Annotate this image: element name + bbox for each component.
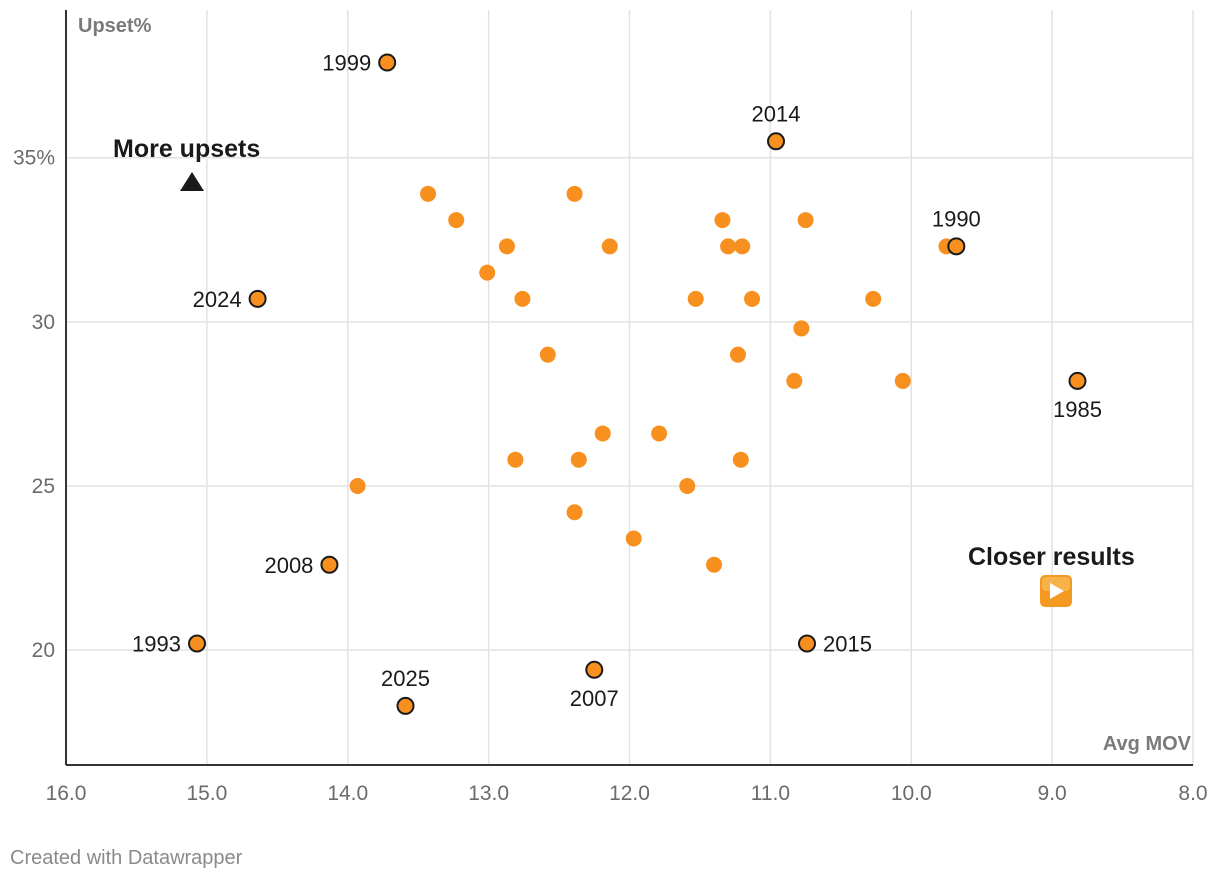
annotation-more-upsets: More upsets: [113, 135, 260, 191]
axes: [65, 10, 1193, 766]
data-point: [865, 290, 882, 307]
point-label: 2025: [381, 666, 430, 691]
up-triangle-icon: [180, 172, 204, 191]
data-point: [594, 425, 611, 442]
data-point: [566, 185, 583, 202]
highlighted-point: [798, 634, 817, 653]
highlighted-point: [1068, 371, 1087, 390]
data-point: [679, 477, 696, 494]
x-tick-label: 9.0: [1038, 782, 1067, 805]
data-point: [687, 290, 704, 307]
highlighted-point: [947, 237, 966, 256]
data-point: [797, 212, 814, 229]
x-tick-label: 12.0: [609, 782, 650, 805]
point-label: 2015: [823, 632, 872, 657]
annotation-closer-results-text: Closer results: [968, 543, 1135, 571]
point-label: 2014: [752, 101, 801, 126]
y-tick-label: 25: [32, 475, 55, 498]
data-point: [786, 372, 803, 389]
x-tick-labels: 16.0 15.0 14.0 13.0 12.0 11.0 10.0 9.0 8.0: [46, 782, 1208, 805]
data-point: [601, 238, 618, 255]
highlighted-point: [396, 696, 415, 715]
y-axis-title: Upset%: [78, 15, 152, 37]
scatter-chart: 16.0 15.0 14.0 13.0 12.0 11.0 10.0 9.0 8.0 20253…: [13, 10, 1208, 805]
data-point: [729, 346, 746, 363]
y-tick-label: 20: [32, 639, 55, 662]
y-tick-labels: 20 25 30 35%: [13, 147, 55, 662]
highlighted-point: [767, 132, 786, 151]
data-point: [714, 212, 731, 229]
data-points: [349, 185, 955, 573]
data-point: [507, 451, 524, 468]
data-point: [420, 185, 437, 202]
annotation-more-upsets-text: More upsets: [113, 135, 260, 163]
point-label: 1985: [1053, 397, 1102, 422]
data-point: [793, 320, 810, 337]
x-tick-label: 10.0: [891, 782, 932, 805]
x-tick-label: 11.0: [751, 782, 790, 805]
data-point: [448, 212, 465, 229]
data-point: [349, 477, 366, 494]
data-point: [734, 238, 751, 255]
data-point: [498, 238, 515, 255]
highlighted-points: [188, 53, 1087, 715]
data-point: [539, 346, 556, 363]
data-point: [514, 290, 531, 307]
data-point: [566, 504, 583, 521]
highlighted-point: [585, 660, 604, 679]
highlighted-point: [248, 289, 267, 308]
x-tick-label: 14.0: [327, 782, 368, 805]
data-point: [720, 238, 737, 255]
highlighted-point: [320, 555, 339, 574]
datawrapper-credit: Created with Datawrapper: [10, 847, 243, 869]
x-axis-title: Avg MOV: [1103, 733, 1192, 755]
point-labels: 1999 2014 1990 2024 1985 2008 1993 2015 2007 2025: [132, 51, 1102, 711]
data-point: [625, 530, 642, 547]
point-label: 2007: [570, 686, 619, 711]
data-point: [706, 556, 723, 573]
data-point: [651, 425, 668, 442]
y-tick-label: 35%: [13, 147, 55, 170]
highlighted-point: [378, 53, 397, 72]
point-label: 2024: [193, 287, 242, 312]
y-tick-label: 30: [32, 311, 55, 334]
point-label: 1999: [322, 51, 371, 76]
data-point: [732, 451, 749, 468]
x-tick-label: 13.0: [468, 782, 509, 805]
data-point: [894, 372, 911, 389]
data-point: [479, 264, 496, 281]
highlighted-point: [188, 634, 207, 653]
annotation-closer-results: Closer results: [968, 543, 1135, 607]
point-label: 1990: [932, 206, 981, 231]
x-tick-label: 15.0: [186, 782, 227, 805]
point-label: 1993: [132, 632, 181, 657]
point-label: 2008: [264, 553, 313, 578]
x-tick-label: 8.0: [1178, 782, 1207, 805]
grid-lines: [66, 10, 1194, 765]
play-button-icon: [1040, 575, 1072, 607]
data-point: [744, 290, 761, 307]
x-tick-label: 16.0: [46, 782, 87, 805]
data-point: [570, 451, 587, 468]
